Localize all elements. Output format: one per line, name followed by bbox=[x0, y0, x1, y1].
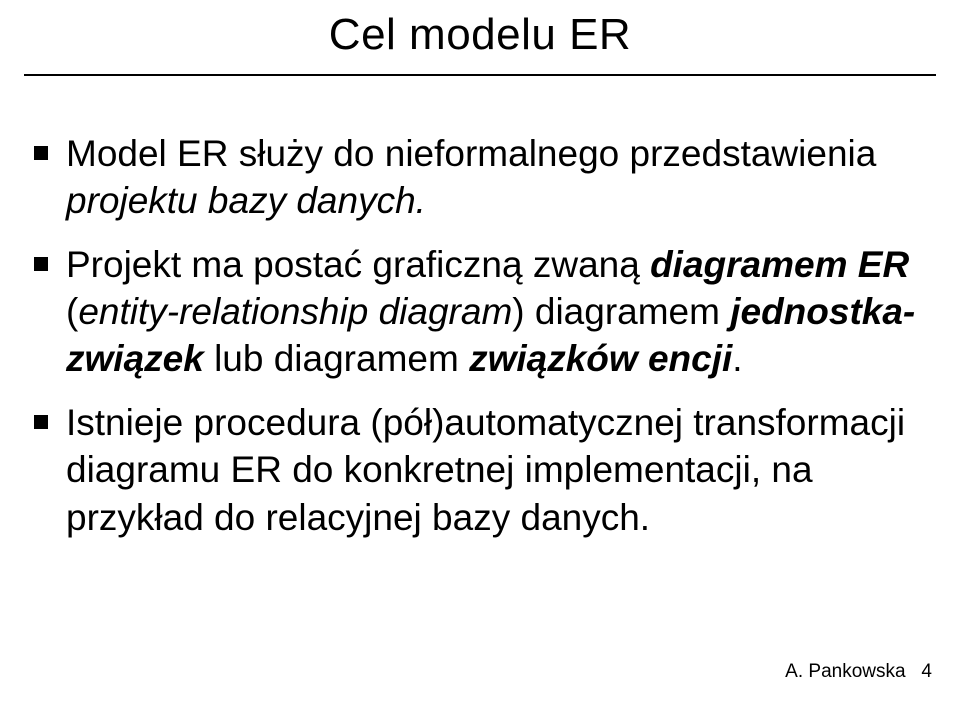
bullet-item: Istnieje procedura (pół)automatycznej tr… bbox=[34, 399, 926, 541]
slide: Cel modelu ER Model ER służy do nieforma… bbox=[0, 0, 960, 701]
bullet-marker-icon bbox=[34, 257, 48, 271]
bullet-text: Model ER służy do nieformalnego przedsta… bbox=[66, 130, 926, 225]
bullet-item: Projekt ma postać graficzną zwaną diagra… bbox=[34, 241, 926, 383]
bullet-text: Istnieje procedura (pół)automatycznej tr… bbox=[66, 399, 926, 541]
footer-author: A. Pankowska bbox=[785, 661, 905, 682]
slide-title: Cel modelu ER bbox=[0, 10, 960, 60]
footer-page: 4 bbox=[911, 661, 932, 682]
slide-footer: A. Pankowska 4 bbox=[785, 661, 932, 683]
bullet-marker-icon bbox=[34, 415, 48, 429]
slide-content: Model ER służy do nieformalnego przedsta… bbox=[34, 130, 926, 557]
bullet-marker-icon bbox=[34, 146, 48, 160]
title-underline bbox=[24, 74, 936, 76]
bullet-item: Model ER służy do nieformalnego przedsta… bbox=[34, 130, 926, 225]
bullet-text: Projekt ma postać graficzną zwaną diagra… bbox=[66, 241, 926, 383]
